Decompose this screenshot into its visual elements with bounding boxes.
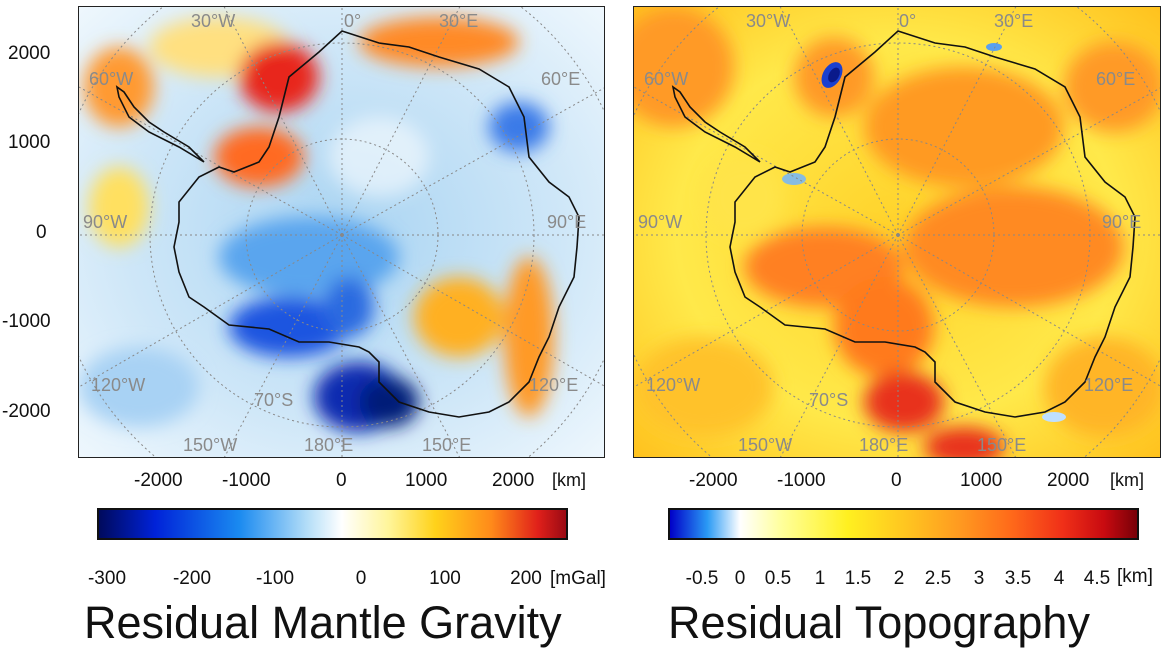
graticule xyxy=(634,7,1160,457)
grid-label-60w: 60°W xyxy=(89,69,134,89)
colorbar-tick-label: 0 xyxy=(734,568,746,589)
x-tick-label: 0 xyxy=(891,470,902,491)
grid-label-180e: 180°E xyxy=(304,435,354,455)
x-tick-label: -1000 xyxy=(777,470,826,491)
colorbar-unit-label: [mGal] xyxy=(550,568,606,589)
colorbar-tick-label: 3.5 xyxy=(1004,568,1032,589)
grid-label-90e: 90°E xyxy=(1102,212,1142,232)
topography-colorbar xyxy=(668,508,1139,540)
antarctica-coastline xyxy=(729,30,1136,418)
topography-map: 30°W 0° 30°E 60°W 60°E 90°W 90°E 120°W 1… xyxy=(633,6,1161,458)
gravity-map-image xyxy=(79,7,604,457)
grid-label-30w: 30°W xyxy=(746,11,791,31)
colorbar-tick-label: 0.5 xyxy=(764,568,792,589)
colorbar-unit-label: [km] xyxy=(1117,566,1153,587)
grid-label-150e: 150°E xyxy=(422,435,472,455)
x-tick-label: 2000 xyxy=(1047,470,1090,491)
grid-label-180e: 180°E xyxy=(859,435,909,455)
x-tick-label: 1000 xyxy=(960,470,1003,491)
x-tick-label: -2000 xyxy=(134,470,183,491)
grid-label-70s: 70°S xyxy=(254,390,294,410)
antarctic-peninsula xyxy=(115,85,205,163)
colorbar-tick-label: -200 xyxy=(172,568,212,589)
gravity-panel-title: Residual Mantle Gravity xyxy=(84,597,562,648)
grid-label-120w: 120°W xyxy=(646,375,701,395)
grid-label-60w: 60°W xyxy=(644,69,689,89)
colorbar-tick-label: 200 xyxy=(510,568,542,589)
x-tick-label: 1000 xyxy=(405,470,448,491)
x-tick-label: 2000 xyxy=(492,470,535,491)
colorbar-tick-label: 4.5 xyxy=(1083,568,1111,589)
grid-label-120e: 120°E xyxy=(1084,375,1134,395)
topography-map-image xyxy=(634,7,1160,457)
grid-label-30e: 30°E xyxy=(439,11,479,31)
colorbar-tick-label: 1.5 xyxy=(844,568,872,589)
grid-label-60e: 60°E xyxy=(1096,69,1136,89)
x-unit-label: [km] xyxy=(1110,470,1144,490)
colorbar-tick-label: 3 xyxy=(973,568,985,589)
colorbar-tick-label: 100 xyxy=(429,568,461,589)
antarctic-peninsula xyxy=(671,85,761,163)
grid-label-0: 0° xyxy=(344,11,362,31)
gravity-colorbar xyxy=(97,508,568,540)
colorbar-tick-label: 2.5 xyxy=(924,568,952,589)
colorbar-tick-label: -100 xyxy=(255,568,295,589)
grid-label-150w: 150°W xyxy=(738,435,793,455)
grid-label-150e: 150°E xyxy=(977,435,1027,455)
x-unit-label: [km] xyxy=(552,470,586,490)
x-tick-label: -2000 xyxy=(689,470,738,491)
grid-label-150w: 150°W xyxy=(183,435,238,455)
grid-label-90w: 90°W xyxy=(638,212,683,232)
grid-label-90e: 90°E xyxy=(547,212,587,232)
grid-label-30w: 30°W xyxy=(191,11,236,31)
antarctica-coastline xyxy=(173,30,580,418)
colorbar-tick-label: 4 xyxy=(1053,568,1065,589)
grid-label-0: 0° xyxy=(899,11,917,31)
colorbar-tick-label: -0.5 xyxy=(685,568,719,589)
colorbar-tick-label: 1 xyxy=(814,568,826,589)
grid-label-60e: 60°E xyxy=(541,69,581,89)
grid-label-120w: 120°W xyxy=(91,375,146,395)
colorbar-tick-label: -300 xyxy=(87,568,127,589)
y-tick-label: -1000 xyxy=(2,311,51,332)
colorbar-tick-label: 2 xyxy=(893,568,905,589)
y-tick-label: 1000 xyxy=(8,132,51,153)
y-tick-label: 0 xyxy=(36,222,47,243)
x-tick-label: -1000 xyxy=(222,470,271,491)
colorbar-tick-label: 0 xyxy=(355,568,367,589)
y-tick-label: -2000 xyxy=(2,401,51,422)
x-tick-label: 0 xyxy=(336,470,347,491)
gravity-map: 30°W 0° 30°E 60°W 60°E 90°W 90°E 120°W 1… xyxy=(78,6,605,458)
grid-label-30e: 30°E xyxy=(994,11,1034,31)
grid-label-90w: 90°W xyxy=(83,212,128,232)
topography-panel-title: Residual Topography xyxy=(668,597,1090,648)
grid-label-70s: 70°S xyxy=(809,390,849,410)
grid-label-120e: 120°E xyxy=(529,375,579,395)
y-tick-label: 2000 xyxy=(8,43,51,64)
